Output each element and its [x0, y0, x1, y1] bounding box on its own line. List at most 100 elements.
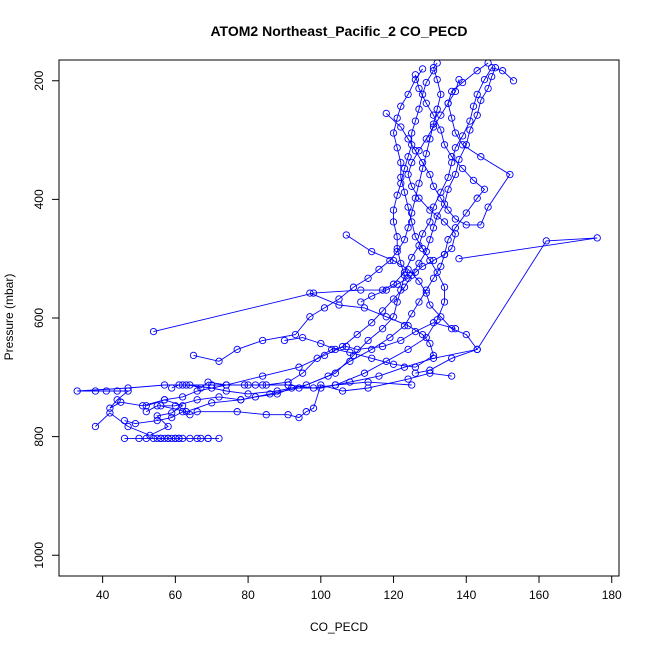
data-point-14-14	[408, 271, 416, 279]
chart-title: ATOM2 Northeast_Pacific_2 CO_PECD	[210, 23, 467, 39]
data-point-14-18	[429, 224, 438, 232]
data-point-0-21	[160, 434, 169, 443]
data-point-4-11	[313, 354, 321, 362]
data-point-7-20	[473, 194, 481, 202]
data-point-7-5	[295, 384, 303, 392]
data-point-10-15	[280, 336, 289, 345]
data-point-9-2	[389, 256, 398, 265]
data-point-4-1	[175, 381, 183, 389]
series-6	[189, 59, 445, 365]
data-point-6-23	[437, 90, 445, 99]
data-point-7-8	[368, 345, 376, 354]
data-point-0-0	[120, 434, 129, 443]
data-point-9-11	[448, 354, 456, 362]
data-point-0-8	[197, 434, 205, 443]
data-point-8-0	[331, 381, 340, 389]
data-point-11-11	[477, 221, 485, 229]
data-point-13-14	[397, 259, 405, 268]
data-point-6-5	[306, 313, 314, 321]
data-point-8-16	[397, 158, 405, 167]
data-point-12-1	[368, 292, 376, 300]
y-tick-label-2: 600	[32, 308, 46, 328]
data-point-1-19	[160, 381, 169, 389]
data-point-7-3	[237, 396, 245, 404]
data-point-1-1	[106, 409, 114, 417]
series-10	[280, 289, 438, 371]
data-point-14-19	[433, 212, 441, 220]
data-point-11-8	[444, 206, 452, 214]
data-point-0-20	[171, 434, 180, 443]
data-point-11-7	[437, 194, 445, 202]
data-point-1-11	[106, 404, 114, 412]
data-point-13-26	[415, 105, 423, 113]
data-point-9-4	[415, 277, 423, 285]
data-point-3-11	[375, 372, 383, 380]
data-point-7-14	[429, 274, 438, 282]
data-point-11-1	[397, 123, 405, 131]
data-point-2-16	[404, 375, 412, 383]
data-point-10-8	[411, 363, 420, 371]
data-point-14-9	[353, 330, 361, 339]
data-point-0-11	[204, 434, 212, 443]
data-point-12-18	[422, 135, 430, 143]
data-point-8-17	[393, 144, 401, 152]
data-point-2-3	[168, 413, 176, 422]
data-point-7-24	[448, 153, 456, 161]
data-point-14-15	[415, 259, 423, 268]
data-point-6-3	[258, 336, 267, 345]
data-point-9-12	[426, 366, 434, 374]
data-point-1-14	[113, 387, 121, 395]
data-point-2-11	[302, 408, 310, 416]
data-point-0-1	[135, 434, 143, 443]
data-point-12-15	[404, 170, 412, 179]
x-tick-label-5: 140	[456, 588, 476, 602]
series-13	[182, 67, 438, 398]
series-12	[357, 75, 463, 306]
data-point-5-19	[480, 75, 489, 84]
data-point-13-0	[182, 381, 190, 389]
data-point-5-17	[469, 102, 478, 110]
data-point-13-28	[422, 78, 430, 87]
data-point-14-25	[466, 126, 474, 134]
data-point-7-23	[458, 164, 467, 173]
data-point-10-5	[418, 330, 427, 339]
data-point-12-7	[429, 256, 438, 265]
x-axis-label: CO_PECD	[310, 620, 368, 634]
data-point-7-21	[480, 185, 489, 193]
data-point-11-13	[506, 170, 514, 179]
data-point-11-10	[462, 221, 470, 229]
data-point-0-14	[164, 434, 172, 443]
data-point-14-12	[389, 295, 398, 303]
data-point-10-14	[298, 333, 307, 342]
data-point-11-16	[451, 129, 460, 137]
data-point-13-17	[389, 218, 398, 226]
data-point-5-16	[466, 117, 474, 125]
data-point-13-15	[393, 244, 401, 253]
data-point-1-2	[124, 422, 132, 431]
data-point-14-17	[426, 236, 434, 244]
data-point-8-6	[440, 298, 449, 306]
series-line-2	[124, 372, 452, 425]
data-point-0-13	[178, 434, 187, 443]
data-point-14-27	[477, 96, 485, 104]
data-point-6-14	[404, 224, 412, 232]
data-point-10-12	[331, 345, 340, 354]
data-point-1-6	[168, 409, 176, 417]
data-point-7-28	[422, 99, 430, 107]
data-point-13-8	[364, 336, 372, 345]
data-point-14-1	[160, 396, 169, 404]
data-point-7-7	[346, 357, 354, 365]
data-point-3-15	[542, 237, 550, 245]
data-point-8-19	[393, 114, 401, 122]
data-point-9-5	[422, 289, 430, 297]
data-point-14-20	[440, 200, 449, 208]
data-point-0-7	[186, 434, 194, 443]
data-point-4-9	[284, 378, 292, 386]
data-point-13-7	[349, 351, 358, 360]
data-point-2-9	[284, 411, 292, 419]
data-point-10-6	[426, 339, 434, 348]
data-point-2-6	[193, 408, 201, 416]
x-tick-label-7: 180	[602, 588, 622, 602]
series-11	[382, 59, 514, 229]
data-point-14-4	[222, 381, 230, 389]
